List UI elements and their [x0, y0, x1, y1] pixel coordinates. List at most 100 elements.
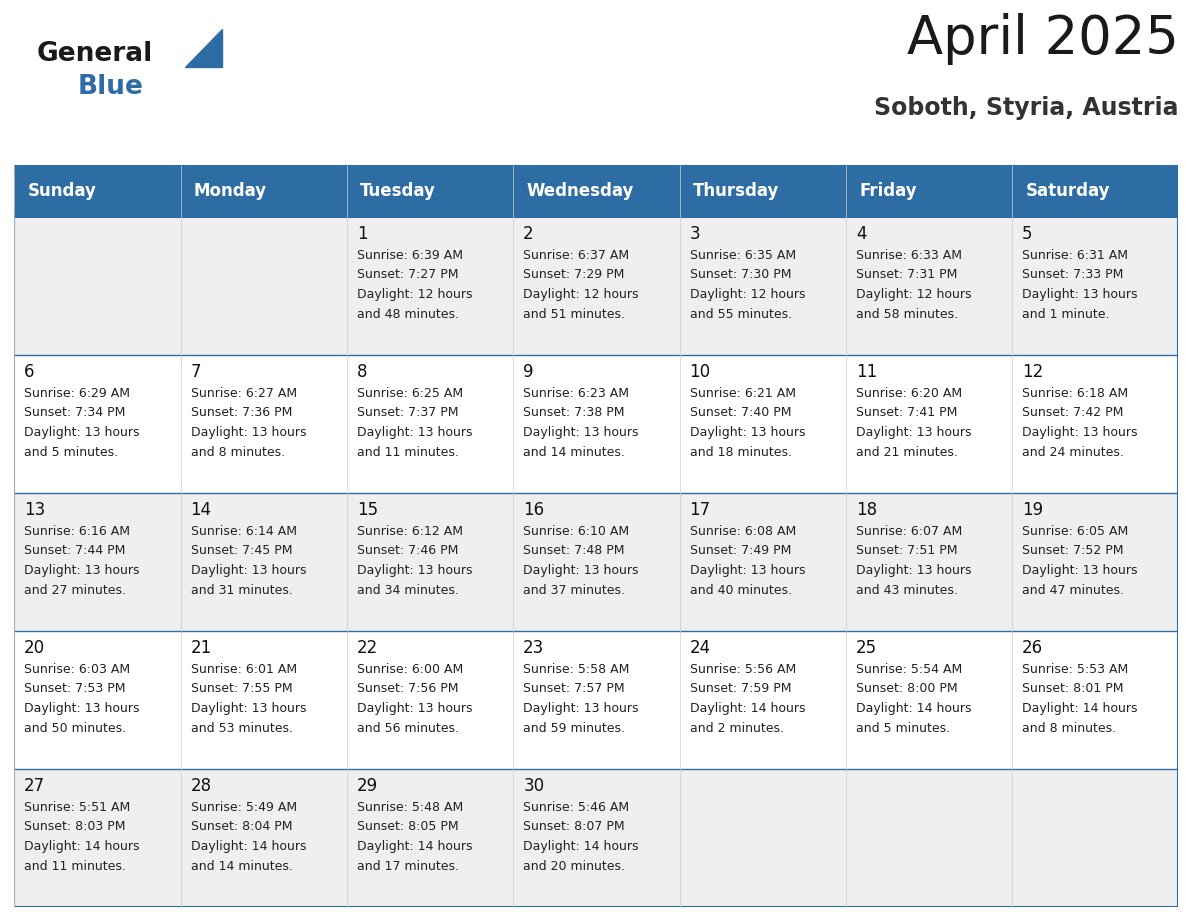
Text: Daylight: 13 hours: Daylight: 13 hours — [855, 426, 972, 439]
Text: Daylight: 13 hours: Daylight: 13 hours — [855, 565, 972, 577]
Bar — [347, 165, 513, 218]
Text: and 56 minutes.: and 56 minutes. — [356, 722, 459, 735]
Text: and 34 minutes.: and 34 minutes. — [356, 584, 459, 597]
Text: Sunset: 7:29 PM: Sunset: 7:29 PM — [523, 268, 625, 282]
Bar — [181, 218, 347, 355]
Text: Daylight: 14 hours: Daylight: 14 hours — [689, 702, 805, 715]
Text: Daylight: 13 hours: Daylight: 13 hours — [190, 426, 307, 439]
Text: and 14 minutes.: and 14 minutes. — [190, 860, 292, 873]
Text: Sunrise: 6:39 AM: Sunrise: 6:39 AM — [356, 249, 463, 262]
Text: Sunrise: 6:01 AM: Sunrise: 6:01 AM — [190, 663, 297, 676]
Text: and 17 minutes.: and 17 minutes. — [356, 860, 459, 873]
Text: Sunrise: 6:20 AM: Sunrise: 6:20 AM — [855, 386, 962, 399]
Text: 9: 9 — [523, 364, 533, 381]
Text: Daylight: 13 hours: Daylight: 13 hours — [689, 426, 805, 439]
Text: Sunrise: 6:35 AM: Sunrise: 6:35 AM — [689, 249, 796, 262]
Text: Sunrise: 5:58 AM: Sunrise: 5:58 AM — [523, 663, 630, 676]
Text: 13: 13 — [24, 501, 45, 519]
Text: and 53 minutes.: and 53 minutes. — [190, 722, 292, 735]
Text: and 50 minutes.: and 50 minutes. — [24, 722, 126, 735]
Text: Sunrise: 6:27 AM: Sunrise: 6:27 AM — [190, 386, 297, 399]
Text: Sunset: 7:55 PM: Sunset: 7:55 PM — [190, 682, 292, 695]
Text: Sunset: 7:56 PM: Sunset: 7:56 PM — [356, 682, 459, 695]
Text: and 8 minutes.: and 8 minutes. — [1022, 722, 1117, 735]
Text: Sunset: 7:37 PM: Sunset: 7:37 PM — [356, 407, 459, 420]
Bar — [181, 493, 347, 631]
Bar — [846, 218, 1012, 355]
Text: and 48 minutes.: and 48 minutes. — [356, 308, 459, 321]
Bar — [513, 493, 680, 631]
Text: Sunset: 8:07 PM: Sunset: 8:07 PM — [523, 821, 625, 834]
Text: 6: 6 — [24, 364, 34, 381]
Text: General: General — [37, 41, 153, 68]
Bar — [846, 165, 1012, 218]
Text: Sunset: 7:33 PM: Sunset: 7:33 PM — [1022, 268, 1124, 282]
Polygon shape — [184, 28, 222, 68]
Text: Tuesday: Tuesday — [360, 182, 436, 200]
Text: Daylight: 13 hours: Daylight: 13 hours — [24, 426, 140, 439]
Text: Sunrise: 6:10 AM: Sunrise: 6:10 AM — [523, 524, 630, 538]
Text: 19: 19 — [1022, 501, 1043, 519]
Text: Sunrise: 6:31 AM: Sunrise: 6:31 AM — [1022, 249, 1129, 262]
Bar — [846, 631, 1012, 769]
Text: 17: 17 — [689, 501, 710, 519]
Text: Daylight: 13 hours: Daylight: 13 hours — [523, 426, 639, 439]
Bar — [680, 769, 846, 907]
Bar — [347, 769, 513, 907]
Bar — [347, 355, 513, 493]
Text: Daylight: 13 hours: Daylight: 13 hours — [1022, 288, 1138, 301]
Text: 10: 10 — [689, 364, 710, 381]
Bar — [513, 355, 680, 493]
Text: and 11 minutes.: and 11 minutes. — [24, 860, 126, 873]
Text: Sunset: 7:34 PM: Sunset: 7:34 PM — [24, 407, 126, 420]
Text: Sunrise: 6:18 AM: Sunrise: 6:18 AM — [1022, 386, 1129, 399]
Bar — [14, 165, 181, 218]
Text: 18: 18 — [855, 501, 877, 519]
Text: 21: 21 — [190, 639, 211, 657]
Bar — [181, 631, 347, 769]
Bar — [513, 769, 680, 907]
Text: and 21 minutes.: and 21 minutes. — [855, 446, 958, 459]
Text: Sunset: 7:57 PM: Sunset: 7:57 PM — [523, 682, 625, 695]
Text: Sunrise: 6:07 AM: Sunrise: 6:07 AM — [855, 524, 962, 538]
Text: Sunset: 7:44 PM: Sunset: 7:44 PM — [24, 544, 126, 557]
Text: Sunset: 7:53 PM: Sunset: 7:53 PM — [24, 682, 126, 695]
Text: Sunrise: 6:03 AM: Sunrise: 6:03 AM — [24, 663, 131, 676]
Bar — [680, 218, 846, 355]
Text: Daylight: 13 hours: Daylight: 13 hours — [24, 565, 140, 577]
Text: 14: 14 — [190, 501, 211, 519]
Text: Sunset: 7:48 PM: Sunset: 7:48 PM — [523, 544, 625, 557]
Text: Sunset: 7:59 PM: Sunset: 7:59 PM — [689, 682, 791, 695]
Text: 22: 22 — [356, 639, 378, 657]
Text: Daylight: 13 hours: Daylight: 13 hours — [190, 702, 307, 715]
Text: Daylight: 14 hours: Daylight: 14 hours — [356, 840, 473, 853]
Bar — [1012, 631, 1178, 769]
Text: Daylight: 14 hours: Daylight: 14 hours — [1022, 702, 1138, 715]
Text: and 24 minutes.: and 24 minutes. — [1022, 446, 1124, 459]
Text: Daylight: 13 hours: Daylight: 13 hours — [24, 702, 140, 715]
Bar — [1012, 165, 1178, 218]
Text: Sunrise: 5:53 AM: Sunrise: 5:53 AM — [1022, 663, 1129, 676]
Text: and 58 minutes.: and 58 minutes. — [855, 308, 958, 321]
Bar — [347, 493, 513, 631]
Text: Daylight: 13 hours: Daylight: 13 hours — [689, 565, 805, 577]
Text: 11: 11 — [855, 364, 877, 381]
Text: and 27 minutes.: and 27 minutes. — [24, 584, 126, 597]
Text: Sunset: 8:00 PM: Sunset: 8:00 PM — [855, 682, 958, 695]
Text: Sunrise: 5:54 AM: Sunrise: 5:54 AM — [855, 663, 962, 676]
Text: Sunset: 8:01 PM: Sunset: 8:01 PM — [1022, 682, 1124, 695]
Text: Daylight: 13 hours: Daylight: 13 hours — [356, 565, 473, 577]
Text: Daylight: 12 hours: Daylight: 12 hours — [855, 288, 972, 301]
Text: Sunset: 7:52 PM: Sunset: 7:52 PM — [1022, 544, 1124, 557]
Text: Sunset: 7:38 PM: Sunset: 7:38 PM — [523, 407, 625, 420]
Text: Daylight: 12 hours: Daylight: 12 hours — [689, 288, 805, 301]
Text: Sunset: 7:42 PM: Sunset: 7:42 PM — [1022, 407, 1124, 420]
Bar — [513, 218, 680, 355]
Text: Sunrise: 6:21 AM: Sunrise: 6:21 AM — [689, 386, 796, 399]
Bar — [14, 218, 181, 355]
Text: Thursday: Thursday — [693, 182, 779, 200]
Text: 2: 2 — [523, 225, 533, 243]
Text: Sunset: 7:46 PM: Sunset: 7:46 PM — [356, 544, 459, 557]
Bar — [1012, 218, 1178, 355]
Text: Daylight: 14 hours: Daylight: 14 hours — [24, 840, 140, 853]
